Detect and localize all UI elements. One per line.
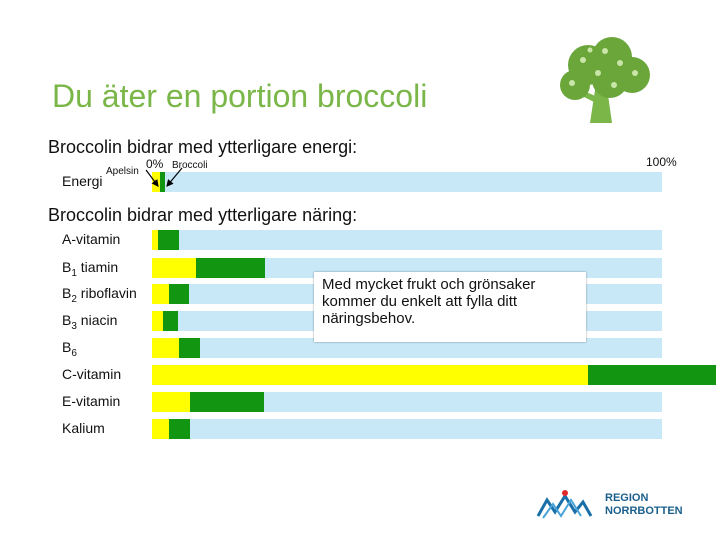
broccoli-label: Broccoli: [172, 160, 208, 171]
broccoli-bar: [163, 311, 178, 331]
nutrient-bar-track: [152, 230, 662, 250]
nutrient-label: B3 niacin: [62, 312, 118, 332]
broccoli-icon: [560, 37, 650, 123]
logo-text: REGION NORRBOTTEN: [605, 492, 683, 517]
apelsin-bar: [152, 258, 196, 278]
page-title: Du äter en portion broccoli: [52, 78, 428, 114]
apelsin-bar: [152, 284, 169, 304]
apelsin-bar: [152, 338, 180, 358]
nutrient-label: A-vitamin: [62, 231, 121, 247]
broccoli-bar: [168, 419, 190, 439]
broccoli-bar: [168, 284, 190, 304]
broccoli-bar: [190, 392, 265, 412]
nutrient-bar-track: [152, 392, 662, 412]
energy-heading: Broccolin bidrar med ytterligare energi:: [48, 137, 358, 157]
callout-box: Med mycket frukt och grönsaker kommer du…: [314, 272, 586, 342]
energy-broccoli-bar: [159, 172, 165, 192]
broccoli-bar: [588, 365, 716, 385]
nutrient-label: C-vitamin: [62, 366, 122, 382]
region-norrbotten-logo-icon: [536, 490, 593, 519]
energy-row-label: Energi: [62, 173, 103, 189]
nutrient-bar-track: [152, 365, 716, 385]
broccoli-bar: [195, 258, 265, 278]
nutrient-label: Kalium: [62, 420, 105, 436]
nutrient-bar-track: [152, 419, 662, 439]
nutrition-heading: Broccolin bidrar med ytterligare näring:: [48, 205, 358, 225]
apelsin-bar: [152, 365, 589, 385]
hundred-percent-label: 100%: [646, 155, 677, 169]
apelsin-bar: [152, 392, 191, 412]
broccoli-bar: [158, 230, 179, 250]
nutrient-label: B6: [62, 339, 77, 359]
apelsin-bar: [152, 311, 164, 331]
nutrient-label: E-vitamin: [62, 393, 121, 409]
nutrient-label: B1 tiamin: [62, 259, 119, 279]
apelsin-label: Apelsin: [106, 166, 139, 177]
nutrient-label: B2 riboflavin: [62, 285, 137, 305]
zero-percent-label: 0%: [146, 157, 164, 171]
apelsin-bar: [152, 230, 159, 250]
broccoli-bar: [179, 338, 200, 358]
nutrient-bar-track: [152, 338, 662, 358]
apelsin-bar: [152, 419, 169, 439]
